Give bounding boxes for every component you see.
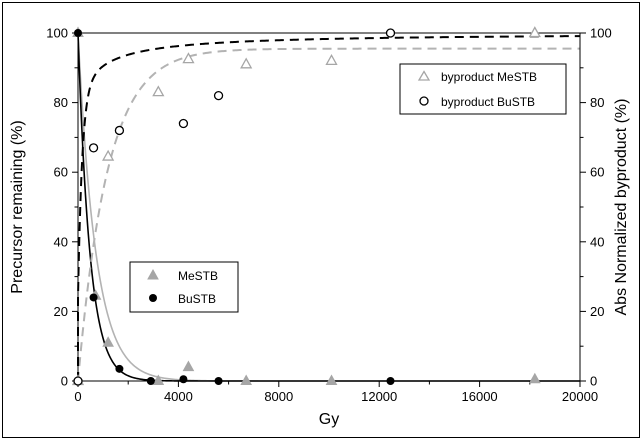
x-tick-label: 0 [74, 389, 81, 404]
y-right-tick-label: 100 [590, 26, 612, 41]
legend-mestb-label: MeSTB [178, 269, 218, 283]
byproduct-bustb-point [73, 376, 83, 386]
bustb-point [89, 293, 98, 302]
mestb-point [240, 374, 253, 385]
y-right-tick-label: 20 [590, 304, 604, 319]
legend-byproduct-mestb-marker [417, 70, 431, 81]
legend-byproducts: byproduct MeSTB byproduct BuSTB [399, 63, 567, 115]
byproduct-bustb-point [385, 28, 396, 38]
bustb-point [214, 377, 223, 385]
y-left-tick-label: 60 [54, 165, 68, 180]
legend-byproducts-box [399, 63, 567, 115]
byproduct-bustb-point [114, 125, 125, 136]
legend-precursors: MeSTB BuSTB [129, 261, 239, 313]
byproduct-bustb-point [88, 143, 99, 153]
y-axis-label-left: Precursor remaining (%) [9, 120, 26, 293]
y-left-tick-label: 0 [61, 374, 68, 389]
x-axis-label: Gy [319, 411, 339, 428]
mestb-point [528, 372, 541, 384]
fit-curve-byproduct-mestb [77, 47, 580, 382]
mestb-point [325, 374, 338, 385]
byproduct-mestb-point [325, 54, 338, 65]
byproduct-mestb-point [240, 57, 253, 69]
byproduct-mestb-point [528, 26, 541, 38]
y-left-tick-label: 40 [54, 234, 68, 249]
y-right-tick-label: 60 [590, 165, 604, 180]
legend-byproduct-bustb-label: byproduct BuSTB [441, 95, 535, 109]
bustb-point [146, 377, 155, 385]
byproduct-mestb-point [152, 85, 165, 97]
bustb-point [115, 364, 124, 373]
y-axis-label-right: Abs Normalized byproduct (%) [613, 99, 630, 316]
mestb-point [152, 374, 165, 385]
x-tick-label: 4000 [164, 389, 193, 404]
fit-curve-byproduct-bustb [77, 35, 581, 382]
x-tick-label: 20000 [562, 389, 598, 404]
bustb-point [74, 29, 82, 37]
y-right-tick-label: 40 [590, 234, 604, 249]
legend-precursors-box [129, 261, 239, 313]
x-tick-label: 8000 [264, 389, 293, 404]
byproduct-mestb-point [102, 149, 115, 161]
legend-mestb-marker [147, 268, 159, 280]
byproduct-bustb-point [213, 90, 224, 101]
mestb-point [182, 360, 195, 372]
y-left-tick-label: 80 [54, 95, 68, 110]
legend-bustb-marker [149, 294, 157, 302]
x-tick-label: 16000 [462, 389, 498, 404]
mestb-point [102, 336, 114, 347]
y-right-tick-label: 0 [590, 374, 597, 389]
x-tick-label: 12000 [361, 389, 397, 404]
legend-byproduct-mestb-label: byproduct MeSTB [441, 70, 537, 84]
legend-bustb-label: BuSTB [178, 292, 216, 306]
y-left-tick-label: 100 [46, 26, 68, 41]
byproduct-bustb-point [178, 118, 189, 129]
y-left-tick-label: 20 [54, 304, 68, 319]
byproduct-mestb-point [182, 52, 195, 64]
chart-frame [2, 2, 640, 438]
bustb-point [386, 377, 395, 385]
legend-byproduct-bustb-marker [419, 96, 429, 106]
bustb-point [179, 375, 188, 384]
y-right-tick-label: 80 [590, 95, 604, 110]
data-markers [71, 26, 541, 386]
